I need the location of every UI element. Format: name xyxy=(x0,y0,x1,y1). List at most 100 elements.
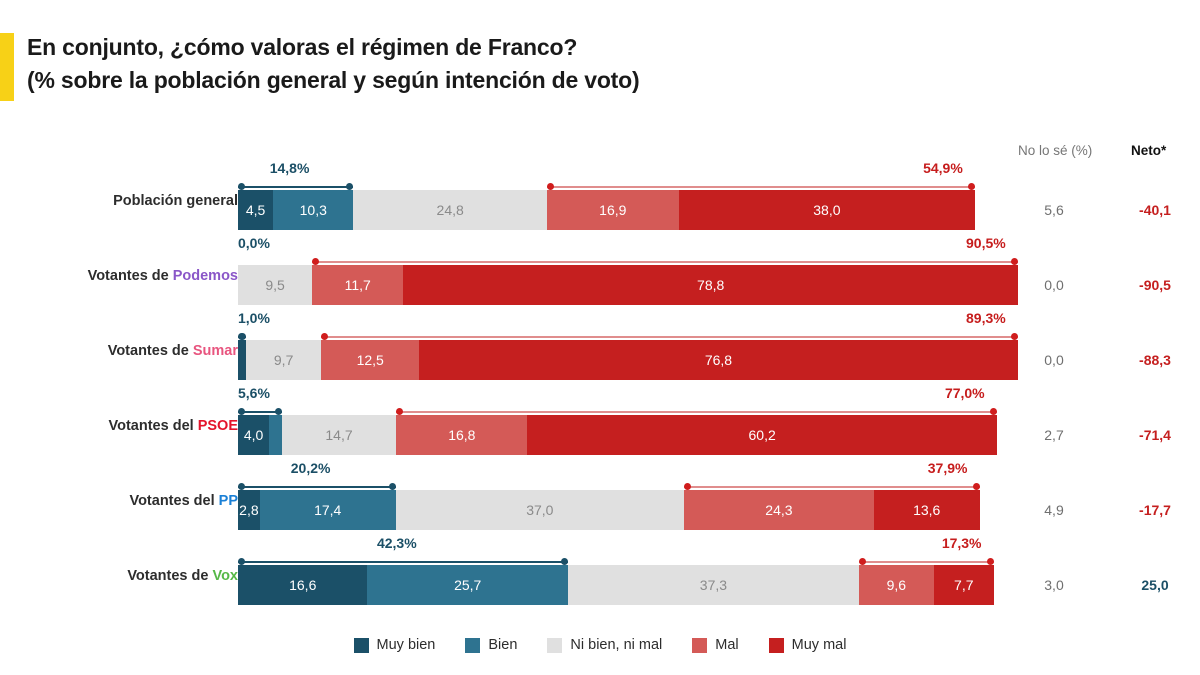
row-label-prefix: Votantes de xyxy=(107,343,193,359)
bar-segment-muy-mal: 38,0 xyxy=(678,190,976,230)
row-label-party: Sumar xyxy=(192,343,238,359)
legend-label: Bien xyxy=(488,637,518,653)
row-label-party: Vox xyxy=(212,568,238,584)
title-line-2: (% sobre la población general y según in… xyxy=(27,67,640,93)
bracket-negative-label: 54,9% xyxy=(923,160,963,176)
bar-segment-ni-bien-ni-mal: 37,0 xyxy=(395,490,685,530)
bracket-dot-left xyxy=(312,258,320,265)
value-neto: -17,7 xyxy=(1139,502,1171,518)
legend-item[interactable]: Mal xyxy=(692,637,739,653)
bar-segment-bien: 17,4 xyxy=(259,490,396,530)
bracket-positive-label: 1,0% xyxy=(238,310,270,326)
legend-item[interactable]: Muy mal xyxy=(768,637,847,653)
legend-item[interactable]: Ni bien, ni mal xyxy=(547,637,662,653)
row-label: Votantes del PSOE xyxy=(109,418,238,434)
legend-item[interactable]: Muy bien xyxy=(353,637,436,653)
chart-row: Votantes del PSOE 4,0 14,7 16,8 60,2 2,7 -71,4 xyxy=(0,390,1200,465)
bar-segment-mal: 9,6 xyxy=(858,565,934,605)
bracket-line xyxy=(238,410,282,413)
bracket-dot-left xyxy=(238,408,245,415)
bar-segment-muy-bien: 4,5 xyxy=(238,190,274,230)
chart-legend: Muy bien Bien Ni bien, ni mal Mal Muy mal xyxy=(0,637,1200,653)
bar-segment-bien xyxy=(269,415,282,455)
bracket-line xyxy=(238,560,568,563)
bar-segment-muy-bien xyxy=(238,340,246,380)
bracket-dot-left xyxy=(238,558,245,565)
row-label: Votantes de Vox xyxy=(127,568,238,584)
value-neto: -40,1 xyxy=(1139,202,1171,218)
row-label: Votantes de Sumar xyxy=(108,343,238,359)
row-label-party: PP xyxy=(218,493,238,509)
bar-segment-muy-bien: 16,6 xyxy=(238,565,368,605)
page-title: En conjunto, ¿cómo valoras el régimen de… xyxy=(0,33,1000,103)
bracket-negative-label: 89,3% xyxy=(966,310,1006,326)
stacked-bar: 4,5 10,3 24,8 16,9 38,0 xyxy=(238,190,1018,230)
row-label-prefix: Votantes del xyxy=(129,493,219,509)
row-label-party: Podemos xyxy=(172,268,238,284)
value-no-lo-se: 0,0 xyxy=(1044,277,1064,293)
value-no-lo-se: 0,0 xyxy=(1044,352,1064,368)
bracket-line xyxy=(238,185,354,188)
bracket-line xyxy=(858,560,994,563)
bar-segment-mal: 11,7 xyxy=(312,265,404,305)
bracket-positive xyxy=(238,408,282,415)
chart-row: Votantes de Sumar 9,7 12,5 76,8 0,0 -88,3 xyxy=(0,315,1200,390)
bar-segment-mal: 12,5 xyxy=(321,340,419,380)
bar-segment-muy-mal: 76,8 xyxy=(418,340,1018,380)
legend-swatch-icon xyxy=(465,637,481,653)
bracket-negative xyxy=(321,333,1018,340)
bracket-positive-label: 5,6% xyxy=(238,385,270,401)
chart-row: Población general 4,5 10,3 24,8 16,9 38,0 5,6 -… xyxy=(0,165,1200,240)
value-no-lo-se: 2,7 xyxy=(1044,427,1064,443)
bracket-negative xyxy=(546,183,976,190)
bar-segment-muy-bien: 2,8 xyxy=(238,490,260,530)
bracket-dot-right xyxy=(274,408,282,415)
row-label-prefix: Votantes de xyxy=(127,568,213,584)
stacked-bar: 4,0 14,7 16,8 60,2 xyxy=(238,415,1018,455)
row-label-prefix: Votantes del xyxy=(108,418,198,434)
value-neto: -90,5 xyxy=(1139,277,1171,293)
bracket-negative-label: 17,3% xyxy=(941,535,982,551)
stacked-bar: 2,8 17,4 37,0 24,3 13,6 xyxy=(238,490,1018,530)
bracket-positive-label: 20,2% xyxy=(290,460,331,476)
bar-segment-muy-bien: 4,0 xyxy=(238,415,270,455)
chart-row: Votantes del PP 2,8 17,4 37,0 24,3 13,6 4,9 -17… xyxy=(0,465,1200,540)
bracket-line xyxy=(546,185,976,188)
legend-label: Muy mal xyxy=(791,637,847,653)
chart-row: Votantes de Vox 16,6 25,7 37,3 9,6 7,7 3,0 25,0 xyxy=(0,540,1200,615)
bar-segment-ni-bien-ni-mal: 14,7 xyxy=(281,415,397,455)
value-no-lo-se: 4,9 xyxy=(1044,502,1064,518)
value-no-lo-se: 3,0 xyxy=(1044,577,1064,593)
stacked-bar: 9,5 11,7 78,8 xyxy=(238,265,1018,305)
bracket-dot-right xyxy=(388,483,396,490)
row-label-party: PSOE xyxy=(197,418,238,434)
bar-segment-mal: 24,3 xyxy=(684,490,874,530)
value-neto: -88,3 xyxy=(1139,352,1171,368)
legend-label: Muy bien xyxy=(376,637,436,653)
stacked-bar: 16,6 25,7 37,3 9,6 7,7 xyxy=(238,565,1018,605)
bracket-line xyxy=(321,335,1018,338)
row-label-prefix: Población general xyxy=(113,193,238,209)
bracket-dot-left xyxy=(238,483,245,490)
bracket-dot-left xyxy=(546,183,554,190)
bracket-positive-label: 14,8% xyxy=(269,160,310,176)
bar-segment-bien: 25,7 xyxy=(367,565,568,605)
chart-row: Votantes de Podemos 9,5 11,7 78,8 0,0 -90,5 xyxy=(0,240,1200,315)
legend-swatch-icon xyxy=(353,637,369,653)
bracket-line xyxy=(396,410,997,413)
bracket-dot-right xyxy=(986,558,994,565)
row-label: Votantes del PP xyxy=(129,493,238,509)
bracket-dot-right xyxy=(972,483,980,490)
legend-label: Ni bien, ni mal xyxy=(570,637,663,653)
bracket-dot-left xyxy=(396,408,404,415)
bracket-dot-right xyxy=(1010,258,1018,265)
bracket-dot-right xyxy=(560,558,568,565)
bracket-positive-label: 42,3% xyxy=(376,535,417,551)
bracket-line xyxy=(684,485,980,488)
bracket-dot-right xyxy=(346,183,354,190)
legend-swatch-icon xyxy=(692,637,708,653)
legend-item[interactable]: Bien xyxy=(465,637,517,653)
bar-segment-mal: 16,9 xyxy=(546,190,679,230)
bracket-dot-left xyxy=(858,558,866,565)
